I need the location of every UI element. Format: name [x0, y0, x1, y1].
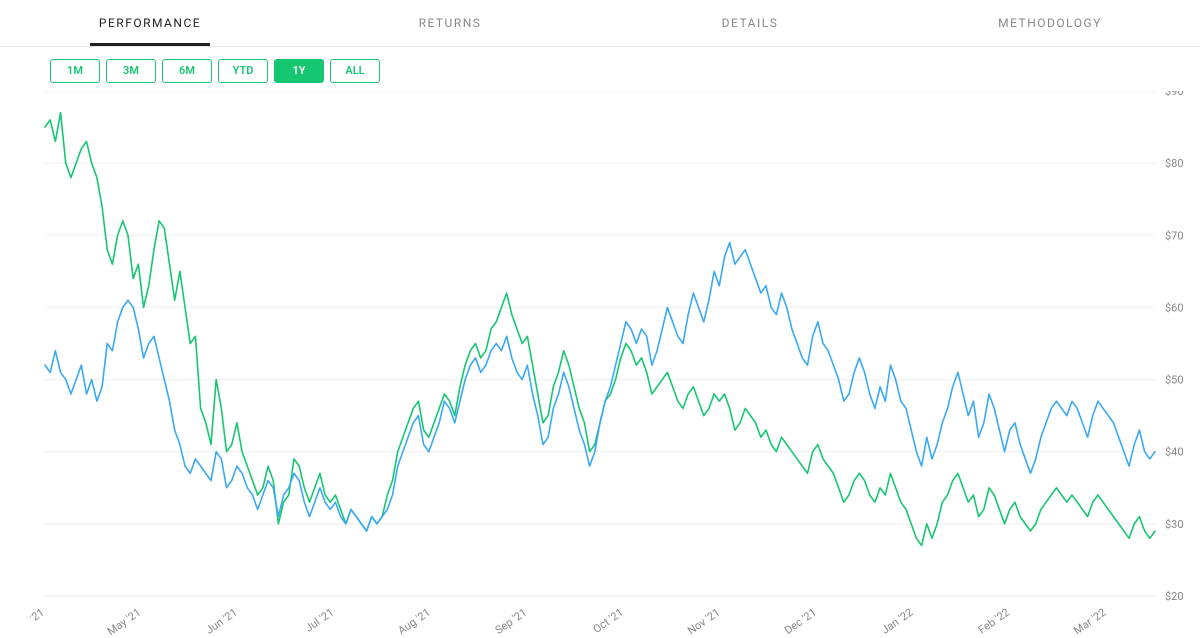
tab-label: PERFORMANCE: [99, 16, 201, 30]
tab-label: RETURNS: [419, 16, 482, 30]
x-tick-label: Aug '21: [396, 606, 433, 636]
x-tick-label: Jul '21: [303, 606, 337, 635]
x-tick-label: Sep '21: [493, 606, 530, 636]
y-tick-label: $40: [1165, 446, 1184, 459]
chart-svg: $20 $30 $40 $50 $60 $70 $80 $90 Apr '21 May '21 Ju…: [30, 91, 1200, 636]
page-root: PERFORMANCE RETURNS DETAILS METHODOLOGY …: [0, 0, 1200, 638]
range-3m[interactable]: 3M: [106, 59, 156, 83]
y-tick-label: $50: [1165, 374, 1184, 387]
x-tick-label: Mar '22: [1071, 606, 1108, 636]
y-tick-label: $90: [1165, 91, 1184, 98]
x-tick-label: Jan '22: [879, 606, 915, 636]
range-1m[interactable]: 1M: [50, 59, 100, 83]
x-tick-label: Nov '21: [685, 606, 722, 636]
tab-returns[interactable]: RETURNS: [300, 0, 600, 46]
tab-methodology[interactable]: METHODOLOGY: [900, 0, 1200, 46]
tab-performance[interactable]: PERFORMANCE: [0, 0, 300, 46]
x-tick-label: Apr '21: [30, 606, 47, 636]
tab-details[interactable]: DETAILS: [600, 0, 900, 46]
tab-label: DETAILS: [722, 16, 779, 30]
range-selector: 1M 3M 6M YTD 1Y ALL: [0, 47, 1200, 87]
tab-label: METHODOLOGY: [998, 16, 1102, 30]
range-all[interactable]: ALL: [330, 59, 380, 83]
range-6m[interactable]: 6M: [162, 59, 212, 83]
y-tick-label: $60: [1165, 301, 1184, 314]
range-1y[interactable]: 1Y: [274, 59, 324, 83]
x-tick-label: Feb '22: [976, 606, 1012, 636]
performance-chart: $20$30$40$50$60$70$80$90Apr '21May '21Ju…: [30, 91, 1180, 636]
x-tick-label: Oct '21: [591, 606, 626, 636]
x-tick-label: May '21: [105, 606, 143, 636]
y-tick-label: $20: [1165, 590, 1184, 603]
y-tick-label: $30: [1165, 518, 1184, 531]
y-tick-label: $80: [1165, 157, 1184, 170]
x-tick-label: Jun '21: [203, 606, 239, 636]
x-tick-label: Dec '21: [782, 606, 819, 636]
tabs-row: PERFORMANCE RETURNS DETAILS METHODOLOGY: [0, 0, 1200, 47]
range-ytd[interactable]: YTD: [218, 59, 268, 83]
y-tick-label: $70: [1165, 229, 1184, 242]
